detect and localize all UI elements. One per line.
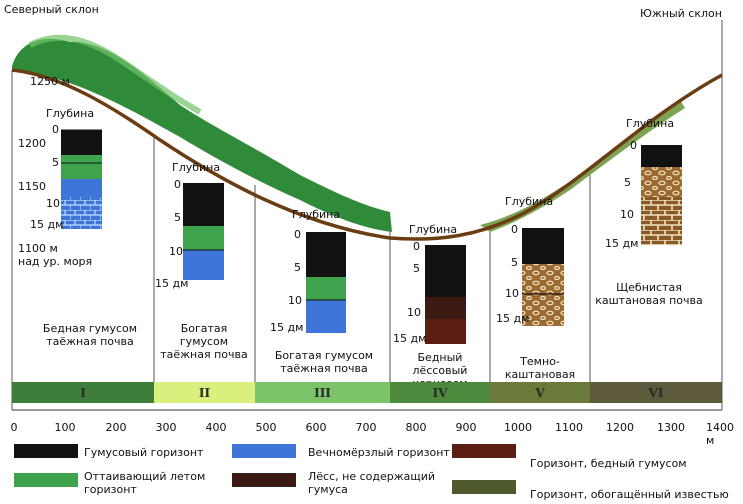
axis-tick: 200: [105, 421, 127, 434]
vegetation: [12, 38, 392, 233]
soil-column-III: [306, 232, 346, 333]
soil-column-V: [522, 228, 564, 326]
depth-tick: 0: [511, 223, 518, 236]
depth-tick: 5: [511, 256, 518, 269]
axis-tick: 1400 м: [706, 421, 734, 447]
depth-tick: 15 дм: [155, 277, 189, 290]
depth-tick: 10: [46, 197, 60, 210]
depth-tick: 15 дм: [393, 332, 427, 345]
legend-label: Оттаивающий летом горизонт: [84, 470, 206, 496]
depth-tick: 15 дм: [30, 218, 64, 231]
legend-swatch: [232, 444, 296, 458]
depth-tick: 5: [294, 261, 301, 274]
soil-name-III: Богатая гумусом таёжная почва: [274, 349, 374, 375]
south-slope-label: Южный склон: [640, 7, 722, 20]
axis-tick: 0: [10, 421, 18, 434]
legend-label: Горизонт, обогащённый известью: [530, 488, 729, 501]
elevation-tick: 1150: [18, 180, 46, 193]
elevation-tick: 1200: [18, 137, 46, 150]
depth-tick: 5: [413, 262, 420, 275]
legend-swatch: [14, 473, 78, 487]
legend-label: Лёсс, не содержащий гумуса: [308, 470, 436, 496]
depth-tick: 0: [174, 178, 181, 191]
depth-tick: 10: [505, 287, 519, 300]
depth-title: Глубина: [172, 161, 221, 174]
elevation-bottom-note: над ур. моря: [18, 255, 93, 268]
legend-label: Гумусовый горизонт: [84, 446, 204, 459]
depth-title: Глубина: [46, 107, 95, 120]
axis-tick: 700: [355, 421, 377, 434]
depth-tick: 0: [294, 228, 301, 241]
elevation-top: 1250 м: [30, 75, 70, 88]
depth-tick: 0: [413, 240, 420, 253]
legend-swatch: [452, 444, 516, 458]
depth-tick: 15 дм: [496, 312, 530, 325]
axis-tick: 100: [54, 421, 76, 434]
axis-tick: 400: [205, 421, 227, 434]
depth-tick: 0: [52, 123, 59, 136]
zone-band-III: III: [255, 382, 390, 403]
depth-tick: 10: [288, 294, 302, 307]
elevation-bottom: 1100 м: [18, 242, 58, 255]
soil-name-II: Богатая гумусом таёжная почва: [160, 322, 248, 361]
depth-tick: 10: [407, 306, 421, 319]
depth-title: Глубина: [409, 223, 458, 236]
zone-band-V: V: [490, 382, 590, 403]
axis-tick: 1100: [555, 421, 583, 434]
depth-tick: 10: [169, 245, 183, 258]
zone-band-IV: IV: [390, 382, 490, 403]
soil-column-IV: [425, 245, 466, 344]
axis-tick: 1300: [657, 421, 685, 434]
axis-tick: 600: [305, 421, 327, 434]
depth-tick: 0: [630, 139, 637, 152]
legend-swatch: [14, 444, 78, 458]
soil-name-I: Бедная гумусом таёжная почва: [42, 322, 138, 348]
soil-column-I: [61, 130, 102, 229]
axis-tick: 300: [155, 421, 177, 434]
axis-tick: 900: [455, 421, 477, 434]
depth-tick: 5: [624, 176, 631, 189]
depth-tick: 15 дм: [270, 321, 304, 334]
depth-tick: 10: [620, 208, 634, 221]
legend-label: Горизонт, бедный гумусом: [530, 457, 687, 470]
zone-band-I: I: [12, 382, 154, 403]
axis-tick: 500: [255, 421, 277, 434]
legend-swatch: [452, 480, 516, 494]
depth-tick: 5: [52, 156, 59, 169]
depth-tick: 15 дм: [605, 237, 639, 250]
legend-label: Вечномёрзлый горизонт: [308, 446, 450, 459]
north-slope-label: Северный склон: [4, 3, 99, 16]
axis-tick: 1200: [606, 421, 634, 434]
depth-title: Глубина: [626, 117, 675, 130]
zone-band-VI: VI: [590, 382, 722, 403]
soil-column-VI: [641, 145, 682, 245]
axis-tick: 1000: [504, 421, 532, 434]
depth-tick: 5: [174, 211, 181, 224]
soil-name-VI: Щебнистая каштановая почва: [595, 281, 703, 307]
axis-tick: 800: [405, 421, 427, 434]
ground-line: [11, 68, 723, 241]
legend-swatch: [232, 473, 296, 487]
zone-band-II: II: [154, 382, 255, 403]
depth-title: Глубина: [292, 208, 341, 221]
depth-title: Глубина: [505, 195, 554, 208]
soil-column-II: [183, 183, 224, 280]
